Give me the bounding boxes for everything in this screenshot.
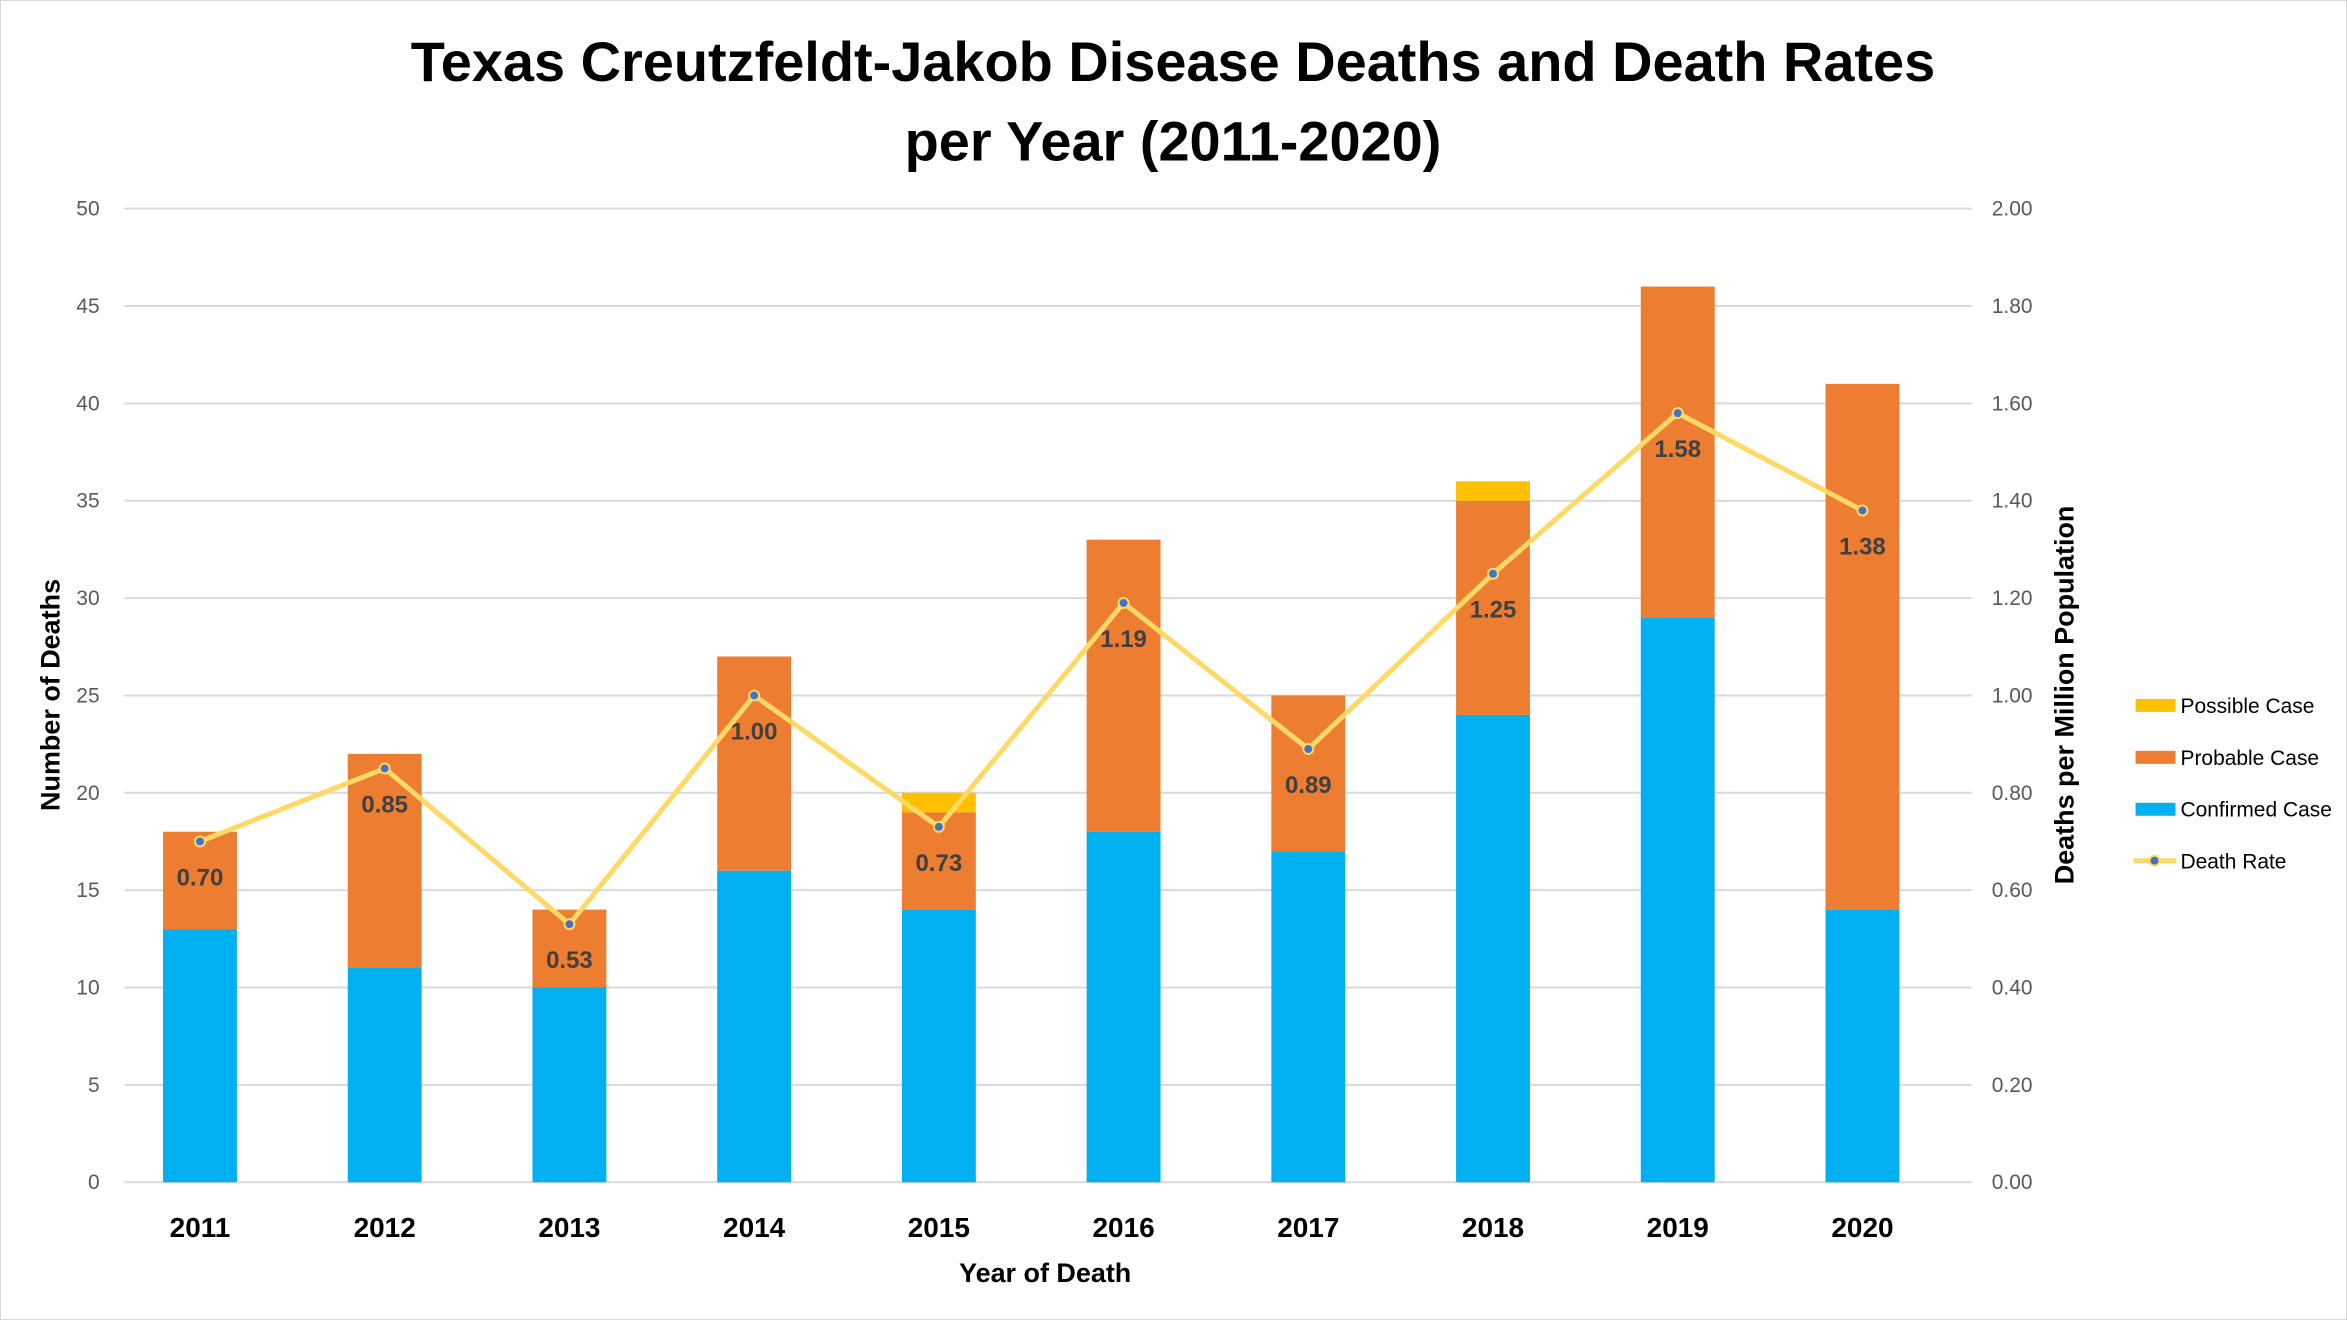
y-tick-label: 20	[76, 782, 99, 805]
death-rate-polyline	[199, 410, 1864, 927]
y2-tick-label: 1.00	[1992, 684, 2033, 707]
bar-confirmed-case-2011	[163, 929, 237, 1183]
death-rate-marker	[1487, 567, 1500, 580]
x-axis-ticks: 2011 2012 2013 2014 2015 2016 2017 2018 2019 2020	[170, 1212, 1894, 1243]
bar-confirmed-case-2019	[1640, 617, 1715, 1183]
bar-confirmed-case-2017	[1271, 851, 1346, 1183]
y-tick-label: 30	[76, 587, 99, 610]
bar-possible-case-2018	[1456, 481, 1530, 501]
death-rate-marker	[193, 835, 206, 848]
y2-tick-label: 2.00	[1992, 198, 2033, 221]
death-rate-label: 1.58	[1654, 436, 1701, 463]
y-tick-label: 50	[76, 198, 99, 221]
x-tick-label: 2020	[1831, 1212, 1893, 1243]
bar-probable-case-2011	[163, 831, 237, 930]
legend-swatch-probable-case	[2135, 750, 2176, 764]
y-tick-label: 15	[76, 879, 99, 902]
bar-confirmed-case-2020	[1825, 909, 1900, 1183]
death-rate-marker	[1856, 504, 1869, 517]
x-tick-label: 2011	[170, 1212, 231, 1243]
bar-probable-case-2020	[1825, 383, 1900, 910]
death-rate-marker	[1302, 742, 1315, 755]
bars	[163, 286, 1900, 1183]
x-tick-label: 2019	[1647, 1212, 1709, 1243]
y-axis-ticks: 0 5 10 15 20 25 30 35 40 45 50	[76, 198, 99, 1195]
y2-axis-title: Deaths per Million Population	[2050, 506, 2080, 885]
bar-confirmed-case-2016	[1086, 831, 1161, 1183]
y-axis-title: Number of Deaths	[36, 579, 66, 811]
legend-label: Death Rate	[2180, 851, 2286, 874]
bar-probable-case-2016	[1086, 539, 1161, 832]
y2-tick-label: 0.20	[1992, 1074, 2033, 1097]
death-rate-marker	[1117, 596, 1130, 609]
y2-tick-label: 1.20	[1992, 587, 2033, 610]
death-rate-line: 0.70 0.85 0.53 1.00 0.73 1.19 0.89 1.25 1.58 1.38	[177, 407, 1886, 974]
x-tick-label: 2014	[723, 1212, 786, 1243]
bar-probable-case-2014	[717, 656, 792, 871]
bar-probable-case-2017	[1271, 695, 1346, 852]
legend: Possible Case Probable Case Confirmed Case…	[2133, 695, 2332, 874]
bar-probable-case-2018	[1456, 500, 1530, 715]
death-rate-label: 0.85	[361, 791, 408, 818]
death-rate-label: 0.89	[1285, 772, 1332, 799]
death-rate-label: 1.19	[1100, 626, 1147, 653]
y2-tick-label: 0.80	[1992, 782, 2033, 805]
y-tick-label: 10	[76, 976, 99, 999]
x-tick-label: 2015	[908, 1212, 970, 1243]
death-rate-label: 0.73	[916, 850, 963, 877]
death-rate-marker	[932, 820, 945, 833]
death-rate-label: 1.38	[1839, 533, 1886, 560]
x-tick-label: 2018	[1462, 1212, 1524, 1243]
chart-title-line-1: Texas Creutzfeldt-Jakob Disease Deaths a…	[411, 30, 1935, 93]
death-rate-marker	[563, 918, 576, 931]
legend-swatch-possible-case	[2135, 698, 2176, 712]
bar-probable-case-2019	[1640, 286, 1715, 618]
chart-title-line-2: per Year (2011-2020)	[905, 110, 1442, 173]
bar-confirmed-case-2018	[1456, 714, 1530, 1183]
y-tick-label: 45	[76, 295, 99, 318]
legend-marker-swatch	[2148, 854, 2161, 867]
legend-label: Possible Case	[2180, 695, 2314, 718]
death-rate-marker	[378, 762, 391, 775]
y2-tick-label: 1.40	[1992, 490, 2033, 513]
x-tick-label: 2012	[354, 1212, 416, 1243]
y2-tick-label: 0.60	[1992, 879, 2033, 902]
death-rate-label: 1.25	[1470, 597, 1517, 624]
y2-tick-label: 1.80	[1992, 295, 2033, 318]
y-tick-label: 25	[76, 684, 99, 707]
y-tick-label: 5	[88, 1074, 100, 1097]
legend-label: Confirmed Case	[2180, 799, 2331, 822]
x-axis-title: Year of Death	[959, 1258, 1131, 1288]
y-tick-label: 0	[88, 1171, 100, 1194]
y-tick-label: 40	[76, 392, 99, 415]
death-rate-label: 0.53	[546, 947, 593, 974]
y2-tick-label: 0.00	[1992, 1171, 2033, 1194]
bar-confirmed-case-2014	[717, 870, 792, 1183]
death-rate-marker	[748, 689, 761, 702]
y2-tick-label: 1.60	[1992, 392, 2033, 415]
death-rate-marker	[1671, 407, 1684, 420]
legend-swatch-confirmed-case	[2135, 802, 2176, 816]
legend-label: Probable Case	[2180, 747, 2319, 770]
death-rate-label: 0.70	[177, 864, 224, 891]
x-tick-label: 2017	[1277, 1212, 1339, 1243]
x-tick-label: 2013	[538, 1212, 600, 1243]
death-rate-label: 1.00	[731, 718, 778, 745]
bar-confirmed-case-2012	[347, 968, 422, 1183]
y2-axis-ticks: 0.00 0.20 0.40 0.60 0.80 1.00 1.20 1.40 1.60 1.80…	[1992, 198, 2033, 1195]
y-tick-label: 35	[76, 490, 99, 513]
y2-tick-label: 0.40	[1992, 976, 2033, 999]
bar-confirmed-case-2013	[532, 987, 607, 1183]
x-tick-label: 2016	[1092, 1212, 1154, 1243]
bar-confirmed-case-2015	[901, 909, 976, 1183]
bar-probable-case-2012	[347, 753, 422, 969]
